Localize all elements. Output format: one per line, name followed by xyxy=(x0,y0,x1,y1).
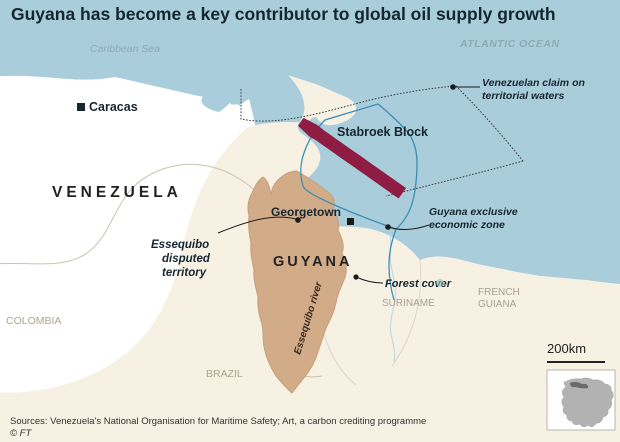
svg-text:Guyana has become a key contri: Guyana has become a key contributor to g… xyxy=(11,4,556,24)
svg-text:Stabroek Block: Stabroek Block xyxy=(337,125,428,139)
svg-text:Caracas: Caracas xyxy=(89,100,138,114)
svg-text:ATLANTIC OCEAN: ATLANTIC OCEAN xyxy=(459,38,560,50)
svg-text:territory: territory xyxy=(162,267,207,279)
svg-text:Venezuelan claim on: Venezuelan claim on xyxy=(482,77,585,89)
svg-text:BRAZIL: BRAZIL xyxy=(206,368,243,380)
svg-text:disputed: disputed xyxy=(162,253,211,265)
svg-text:FRENCH: FRENCH xyxy=(478,287,520,298)
svg-text:SURINAME: SURINAME xyxy=(382,298,435,309)
svg-text:COLOMBIA: COLOMBIA xyxy=(6,315,61,327)
svg-text:Caribbean Sea: Caribbean Sea xyxy=(90,43,160,55)
svg-text:Sources: Venezuela's National: Sources: Venezuela's National Organisati… xyxy=(10,416,426,427)
svg-text:territorial waters: territorial waters xyxy=(482,90,564,102)
svg-text:GUYANA: GUYANA xyxy=(273,254,353,270)
svg-text:200km: 200km xyxy=(547,341,586,356)
svg-text:Guyana exclusive: Guyana exclusive xyxy=(429,206,518,218)
svg-text:Essequibo: Essequibo xyxy=(151,239,209,251)
svg-text:GUIANA: GUIANA xyxy=(478,299,517,310)
svg-text:economic zone: economic zone xyxy=(429,219,505,231)
svg-text:VENEZUELA: VENEZUELA xyxy=(52,184,182,201)
svg-text:© FT: © FT xyxy=(10,428,32,439)
